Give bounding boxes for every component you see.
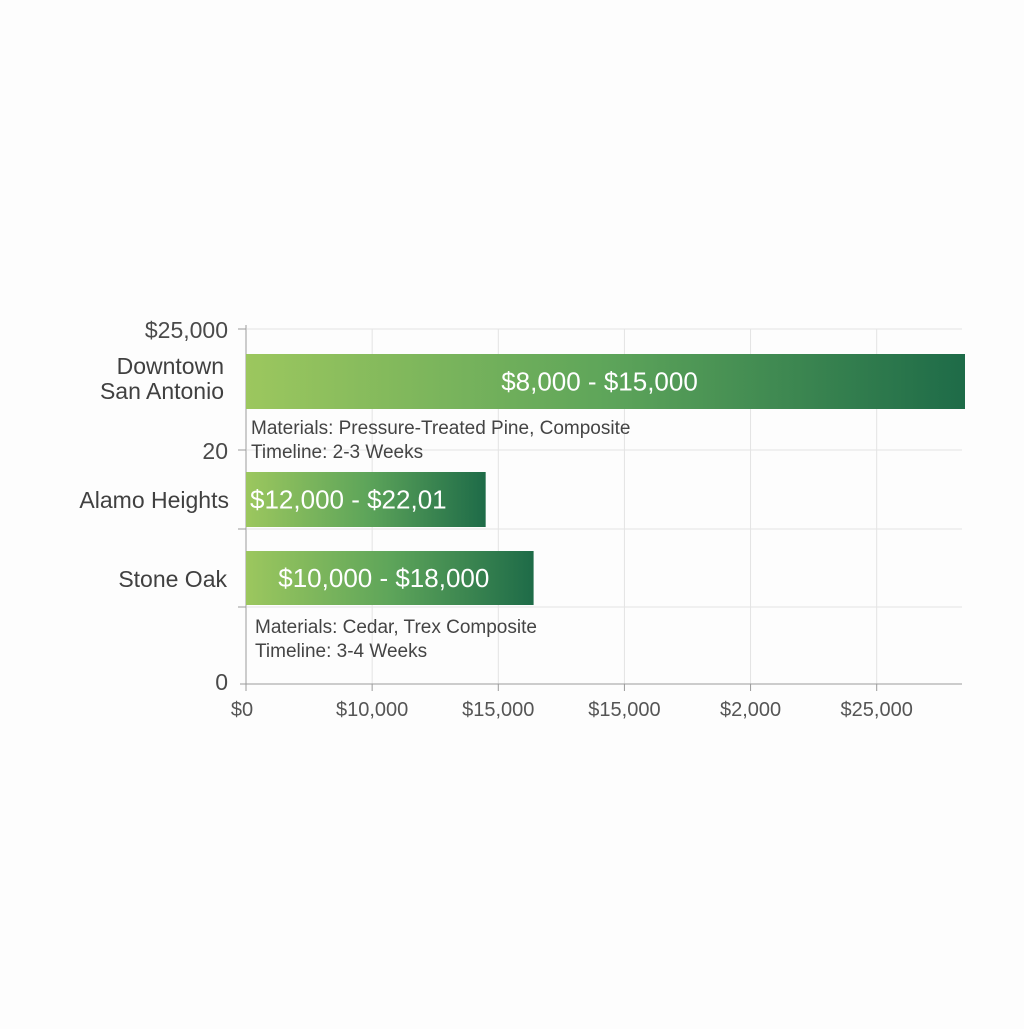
annotation-text: Materials: Cedar, Trex Composite xyxy=(255,617,537,638)
annotation-text: Timeline: 3-4 Weeks xyxy=(255,641,427,662)
bar-value-label: $10,000 - $18,000 xyxy=(278,563,489,593)
y-tick-label: 20 xyxy=(202,438,228,464)
x-tick-label: $15,000 xyxy=(462,699,534,721)
y-tick-labels: $25,000 20 0 xyxy=(145,317,228,695)
category-label: Stone Oak xyxy=(118,566,227,592)
bars: $8,000 - $15,000 $12,000 - $22,01 $10,000 … xyxy=(246,354,965,605)
x-tick-label: $15,000 xyxy=(588,699,660,721)
bar xyxy=(246,472,486,527)
y-tick-label: $25,000 xyxy=(145,317,228,343)
category-label: San Antonio xyxy=(100,378,224,404)
annotations: Materials: Pressure-Treated Pine, Compos… xyxy=(251,418,630,662)
bar xyxy=(246,551,534,605)
category-label: Alamo Heights xyxy=(79,487,229,513)
bar-value-label: $12,000 - $22,01 xyxy=(250,485,447,515)
annotation-text: Materials: Pressure-Treated Pine, Compos… xyxy=(251,418,630,439)
y-tick-label: 0 xyxy=(215,669,228,695)
bar xyxy=(246,354,965,409)
category-label: Downtown xyxy=(117,353,224,379)
x-tick-label: $0 xyxy=(231,699,253,721)
x-tick-label: $10,000 xyxy=(336,699,408,721)
x-tick-label: $25,000 xyxy=(841,699,913,721)
x-tick-label: $2,000 xyxy=(720,699,781,721)
bar-value-label: $8,000 - $15,000 xyxy=(501,367,698,397)
annotation-text: Timeline: 2-3 Weeks xyxy=(251,442,423,463)
x-tick-labels: $0 $10,000 $15,000 $15,000 $2,000 $25,000 xyxy=(231,684,913,721)
category-labels: Downtown San Antonio Alamo Heights Stone… xyxy=(79,353,229,592)
